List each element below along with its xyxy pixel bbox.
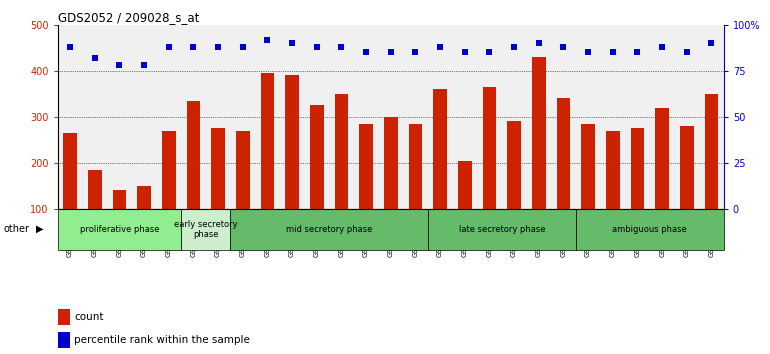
Point xyxy=(582,50,594,55)
Text: ambiguous phase: ambiguous phase xyxy=(612,225,687,234)
Bar xyxy=(58,332,70,348)
Bar xyxy=(310,105,323,255)
Bar xyxy=(63,133,77,255)
Text: early secretory
phase: early secretory phase xyxy=(174,219,238,239)
Point xyxy=(286,40,298,46)
Text: late secretory phase: late secretory phase xyxy=(458,225,545,234)
Bar xyxy=(581,124,595,255)
Point xyxy=(410,50,422,55)
Text: other: other xyxy=(4,224,30,234)
Bar xyxy=(360,124,373,255)
Bar xyxy=(384,117,397,255)
Bar xyxy=(181,209,230,250)
Point xyxy=(384,50,397,55)
Bar xyxy=(705,94,718,255)
Bar xyxy=(211,129,225,255)
Bar xyxy=(532,57,546,255)
Bar xyxy=(261,73,274,255)
Bar xyxy=(483,87,496,255)
Text: mid secretory phase: mid secretory phase xyxy=(286,225,372,234)
Point xyxy=(89,55,101,61)
Point xyxy=(681,50,693,55)
Bar xyxy=(458,161,471,255)
Point xyxy=(113,62,126,68)
Point xyxy=(138,62,150,68)
Bar xyxy=(230,209,428,250)
Point xyxy=(434,44,447,50)
Bar xyxy=(507,121,521,255)
Bar xyxy=(137,186,151,255)
Bar xyxy=(236,131,249,255)
Bar xyxy=(409,124,422,255)
Text: ▶: ▶ xyxy=(36,224,44,234)
Bar xyxy=(576,209,724,250)
Point xyxy=(557,44,570,50)
Point xyxy=(459,50,471,55)
Text: GDS2052 / 209028_s_at: GDS2052 / 209028_s_at xyxy=(58,11,199,24)
Bar xyxy=(606,131,620,255)
Point xyxy=(360,50,372,55)
Point xyxy=(508,44,521,50)
Bar xyxy=(112,190,126,255)
Bar xyxy=(631,129,644,255)
Point xyxy=(236,44,249,50)
Point xyxy=(533,40,545,46)
Bar xyxy=(286,75,299,255)
Point xyxy=(631,50,644,55)
Point xyxy=(705,40,718,46)
Text: count: count xyxy=(75,312,104,322)
Bar xyxy=(680,126,694,255)
Bar xyxy=(655,108,669,255)
Point xyxy=(484,50,496,55)
Bar xyxy=(88,170,102,255)
Point xyxy=(187,44,199,50)
Bar xyxy=(428,209,576,250)
Point xyxy=(261,37,273,42)
Bar xyxy=(557,98,571,255)
Point xyxy=(212,44,224,50)
Point xyxy=(64,44,76,50)
Bar xyxy=(335,94,348,255)
Bar xyxy=(434,89,447,255)
Point xyxy=(310,44,323,50)
Bar xyxy=(58,309,70,325)
Point xyxy=(162,44,175,50)
Bar xyxy=(186,101,200,255)
Text: percentile rank within the sample: percentile rank within the sample xyxy=(75,335,250,346)
Bar xyxy=(162,131,176,255)
Text: proliferative phase: proliferative phase xyxy=(79,225,159,234)
Point xyxy=(656,44,668,50)
Bar xyxy=(58,209,181,250)
Point xyxy=(607,50,619,55)
Point xyxy=(335,44,347,50)
